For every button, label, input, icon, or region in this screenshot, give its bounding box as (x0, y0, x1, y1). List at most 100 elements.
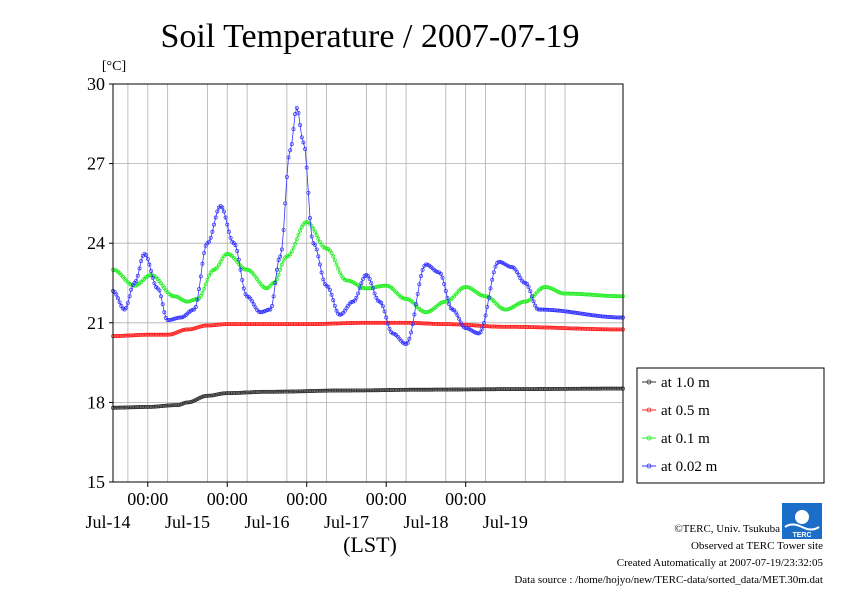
data-point (274, 267, 279, 272)
data-point (306, 190, 311, 195)
x-date-label: Jul-15 (165, 512, 210, 532)
data-point (357, 286, 362, 291)
x-date-label: Jul-19 (483, 512, 528, 532)
data-point (319, 270, 324, 275)
data-point (331, 298, 336, 303)
data-point (480, 326, 485, 331)
data-point (281, 258, 286, 263)
data-point (207, 273, 211, 278)
data-point (260, 310, 264, 314)
plot-area (113, 84, 623, 482)
data-point (382, 309, 387, 314)
data-series (111, 105, 625, 410)
data-point (220, 205, 225, 210)
data-point (412, 312, 417, 317)
legend-swatch-marker (646, 379, 652, 385)
data-point (245, 294, 250, 299)
data-point (445, 296, 450, 301)
data-point (331, 254, 336, 259)
data-point (486, 295, 491, 300)
data-point (314, 247, 319, 252)
data-point (556, 290, 561, 294)
legend: at 1.0 m at 0.5 m at 0.1 m at 0.02 m (636, 367, 825, 484)
data-point (205, 277, 210, 282)
data-point (270, 304, 274, 308)
data-point (225, 222, 230, 227)
data-point (139, 259, 144, 264)
data-point (197, 287, 202, 292)
data-point (294, 237, 299, 242)
data-point (202, 250, 207, 255)
data-point (311, 226, 316, 231)
data-source-text: Data source : /home/hojyo/new/TERC-data/… (514, 574, 823, 586)
data-point (233, 243, 238, 248)
data-point (298, 123, 303, 128)
data-point (405, 340, 410, 345)
data-point (390, 331, 395, 336)
data-point (505, 307, 510, 312)
x-axis-ticks: 00:00 00:00 00:00 00:00 00:00 Jul-14 Jul-15 Jul… (86, 482, 528, 532)
data-point (337, 270, 342, 275)
data-point (278, 254, 283, 259)
data-point (137, 266, 142, 271)
data-point (250, 299, 255, 304)
data-point (274, 277, 279, 282)
plot-frame (112, 83, 624, 483)
data-point (316, 236, 321, 241)
data-point (117, 300, 122, 305)
x-tick-label: 00:00 (445, 489, 486, 509)
data-point (296, 110, 301, 115)
data-point (193, 305, 198, 309)
data-point (420, 267, 425, 272)
data-point (279, 247, 284, 252)
data-point (304, 220, 309, 224)
data-point (304, 165, 309, 170)
data-point (288, 148, 293, 153)
data-point (251, 302, 256, 307)
y-tick-label: 30 (87, 74, 105, 94)
data-point (127, 294, 132, 299)
data-point (293, 112, 298, 117)
data-point (329, 251, 334, 256)
data-point (291, 245, 296, 250)
y-tick-label: 15 (87, 472, 105, 492)
data-point (276, 258, 281, 262)
data-point (440, 275, 445, 280)
data-point (145, 256, 150, 261)
data-point (208, 235, 213, 240)
y-tick-label: 21 (87, 313, 105, 333)
data-point (475, 331, 480, 336)
data-point (188, 400, 193, 404)
data-point (327, 248, 332, 253)
y-tick-label: 27 (87, 154, 105, 174)
data-point (322, 246, 327, 251)
data-point (273, 281, 278, 285)
data-point (303, 147, 308, 152)
data-point (518, 300, 523, 305)
data-point (241, 286, 246, 291)
series-2 (111, 320, 625, 339)
copyright-text: ©TERC, Univ. Tsukuba (674, 523, 780, 535)
data-point (149, 269, 154, 274)
data-point (407, 336, 412, 341)
x-tick-label: 00:00 (366, 489, 407, 509)
data-point (529, 294, 534, 299)
data-point (523, 299, 528, 304)
series-4 (111, 105, 625, 346)
data-point (284, 174, 289, 179)
legend-label: at 1.0 m (661, 375, 710, 391)
logo-text: TERC (792, 532, 811, 539)
data-point (215, 209, 220, 214)
data-point (289, 249, 294, 254)
data-point (192, 326, 197, 331)
data-point (198, 274, 203, 279)
data-point (245, 267, 250, 272)
data-point (485, 304, 490, 309)
x-date-label: Jul-16 (244, 512, 289, 532)
data-point (160, 302, 165, 307)
data-point (528, 289, 533, 294)
data-point (443, 299, 448, 304)
data-point (525, 282, 529, 286)
data-point (169, 332, 173, 337)
data-point (321, 277, 326, 282)
